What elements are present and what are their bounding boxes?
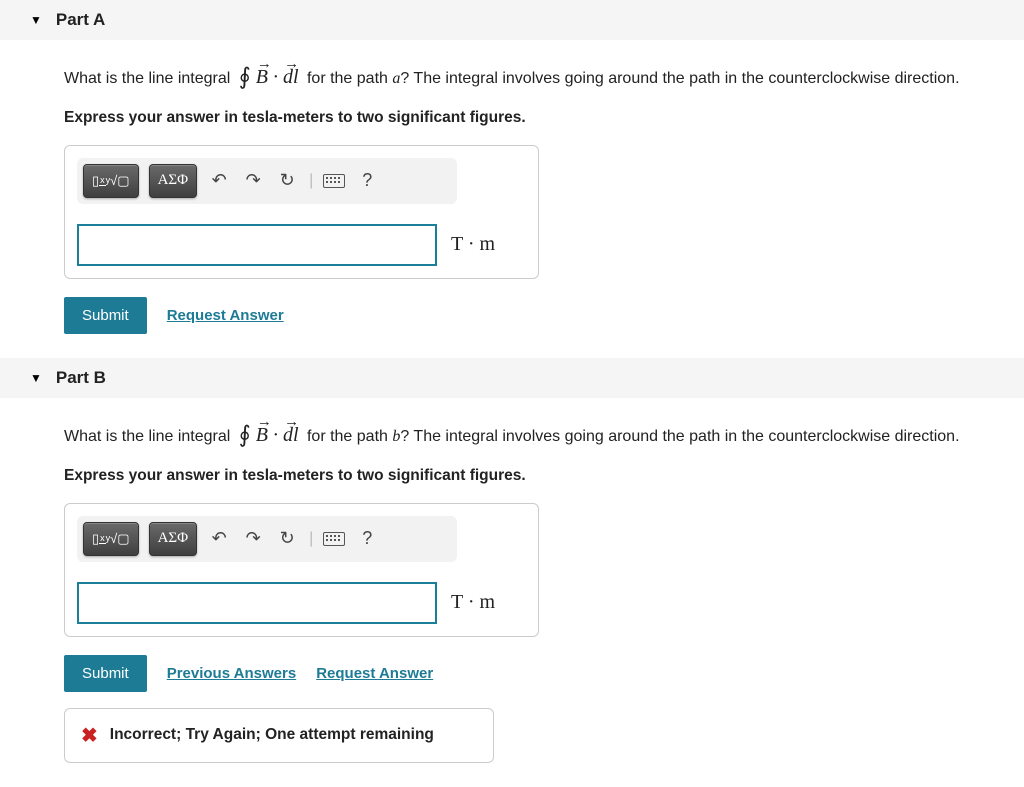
- question-text: What is the line integral ∮ B · dl for t…: [64, 58, 1024, 95]
- previous-answers-link[interactable]: Previous Answers: [167, 665, 297, 682]
- question-suffix: ? The integral involves going around the…: [400, 70, 959, 87]
- answer-instructions: Express your answer in tesla-meters to t…: [64, 109, 1024, 127]
- part-header-a: ▼ Part A: [0, 0, 1024, 40]
- redo-icon[interactable]: ↷: [241, 170, 265, 191]
- part-title: Part B: [56, 368, 106, 388]
- equation-toolbar: ▯xy√▢ ΑΣΦ ↶ ↷ ↻ | ?: [77, 516, 457, 562]
- collapse-caret-icon[interactable]: ▼: [30, 13, 42, 27]
- answer-input-row: T · m: [77, 582, 526, 624]
- redo-icon[interactable]: ↷: [241, 528, 265, 549]
- collapse-caret-icon[interactable]: ▼: [30, 371, 42, 385]
- undo-icon[interactable]: ↶: [207, 528, 231, 549]
- templates-button[interactable]: ▯xy√▢: [83, 522, 139, 556]
- request-answer-link[interactable]: Request Answer: [316, 665, 433, 682]
- integral-expression: ∮ B · dl: [235, 58, 303, 95]
- part-body-a: What is the line integral ∮ B · dl for t…: [0, 40, 1024, 358]
- unit-label: T · m: [451, 591, 495, 614]
- submit-button[interactable]: Submit: [64, 297, 147, 334]
- answer-input-row: T · m: [77, 224, 526, 266]
- reset-icon[interactable]: ↻: [275, 170, 299, 191]
- feedback-box: ✖ Incorrect; Try Again; One attempt rema…: [64, 708, 494, 763]
- part-body-b: What is the line integral ∮ B · dl for t…: [0, 398, 1024, 787]
- keyboard-icon[interactable]: [323, 174, 345, 188]
- answer-input[interactable]: [77, 582, 437, 624]
- part-header-b: ▼ Part B: [0, 358, 1024, 398]
- question-prefix: What is the line integral: [64, 428, 235, 445]
- greek-button[interactable]: ΑΣΦ: [149, 522, 198, 556]
- question-mid: for the path: [307, 428, 392, 445]
- help-icon[interactable]: ?: [355, 170, 379, 191]
- equation-toolbar: ▯xy√▢ ΑΣΦ ↶ ↷ ↻ | ?: [77, 158, 457, 204]
- incorrect-icon: ✖: [81, 723, 98, 748]
- templates-button[interactable]: ▯xy√▢: [83, 164, 139, 198]
- answer-panel: ▯xy√▢ ΑΣΦ ↶ ↷ ↻ | ? T · m: [64, 145, 539, 279]
- toolbar-separator: |: [309, 172, 313, 190]
- answer-instructions: Express your answer in tesla-meters to t…: [64, 467, 1024, 485]
- part-title: Part A: [56, 10, 105, 30]
- undo-icon[interactable]: ↶: [207, 170, 231, 191]
- answer-panel: ▯xy√▢ ΑΣΦ ↶ ↷ ↻ | ? T · m: [64, 503, 539, 637]
- integral-expression: ∮ B · dl: [235, 416, 303, 453]
- feedback-message: Incorrect; Try Again; One attempt remain…: [110, 726, 434, 744]
- request-answer-link[interactable]: Request Answer: [167, 307, 284, 324]
- question-prefix: What is the line integral: [64, 70, 235, 87]
- question-mid: for the path: [307, 70, 392, 87]
- submit-button[interactable]: Submit: [64, 655, 147, 692]
- action-row: Submit Previous Answers Request Answer: [64, 655, 1024, 692]
- reset-icon[interactable]: ↻: [275, 528, 299, 549]
- question-suffix: ? The integral involves going around the…: [400, 428, 959, 445]
- question-text: What is the line integral ∮ B · dl for t…: [64, 416, 1024, 453]
- toolbar-separator: |: [309, 530, 313, 548]
- help-icon[interactable]: ?: [355, 528, 379, 549]
- answer-input[interactable]: [77, 224, 437, 266]
- keyboard-icon[interactable]: [323, 532, 345, 546]
- unit-label: T · m: [451, 233, 495, 256]
- action-row: Submit Request Answer: [64, 297, 1024, 334]
- greek-button[interactable]: ΑΣΦ: [149, 164, 198, 198]
